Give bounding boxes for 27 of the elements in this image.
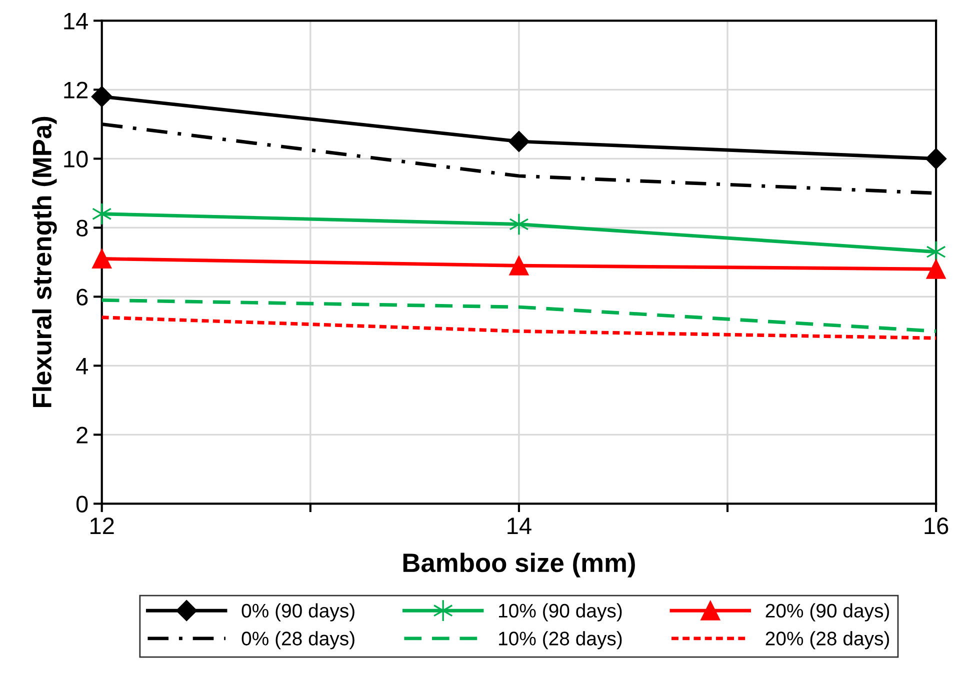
legend-label: 0% (90 days) [242,603,354,622]
y-tick-label: 12 [64,82,88,98]
x-tick-label: 16 [924,518,948,534]
point [926,148,947,170]
point [509,256,529,276]
y-tick-label: 6 [76,288,88,306]
legend-label: 10% (28 days) [499,631,622,650]
legend-label: 10% (90 days) [499,603,622,622]
y-tick-label: 10 [64,150,88,168]
point [92,202,112,226]
y-tick-label: 14 [64,13,88,30]
point [92,249,112,268]
point [509,213,529,236]
x-tick-label: 14 [508,518,532,534]
x-axis-title: Bamboo size (mm) [403,552,635,578]
y-tick-label: 8 [76,220,88,236]
legend-label: 0% (28 days) [242,631,354,650]
legend-label: 20% (90 days) [766,603,890,622]
y-axis-title: Flexural strength (MPa) [32,116,57,408]
y-tick-label: 4 [76,358,88,374]
y-tick-label: 2 [76,426,88,444]
point [926,259,946,279]
point [91,86,112,108]
y-tick-label: 0 [76,496,88,512]
legend-label: 20% (28 days) [766,631,890,650]
point [508,130,530,152]
x-tick-label: 12 [90,518,114,534]
